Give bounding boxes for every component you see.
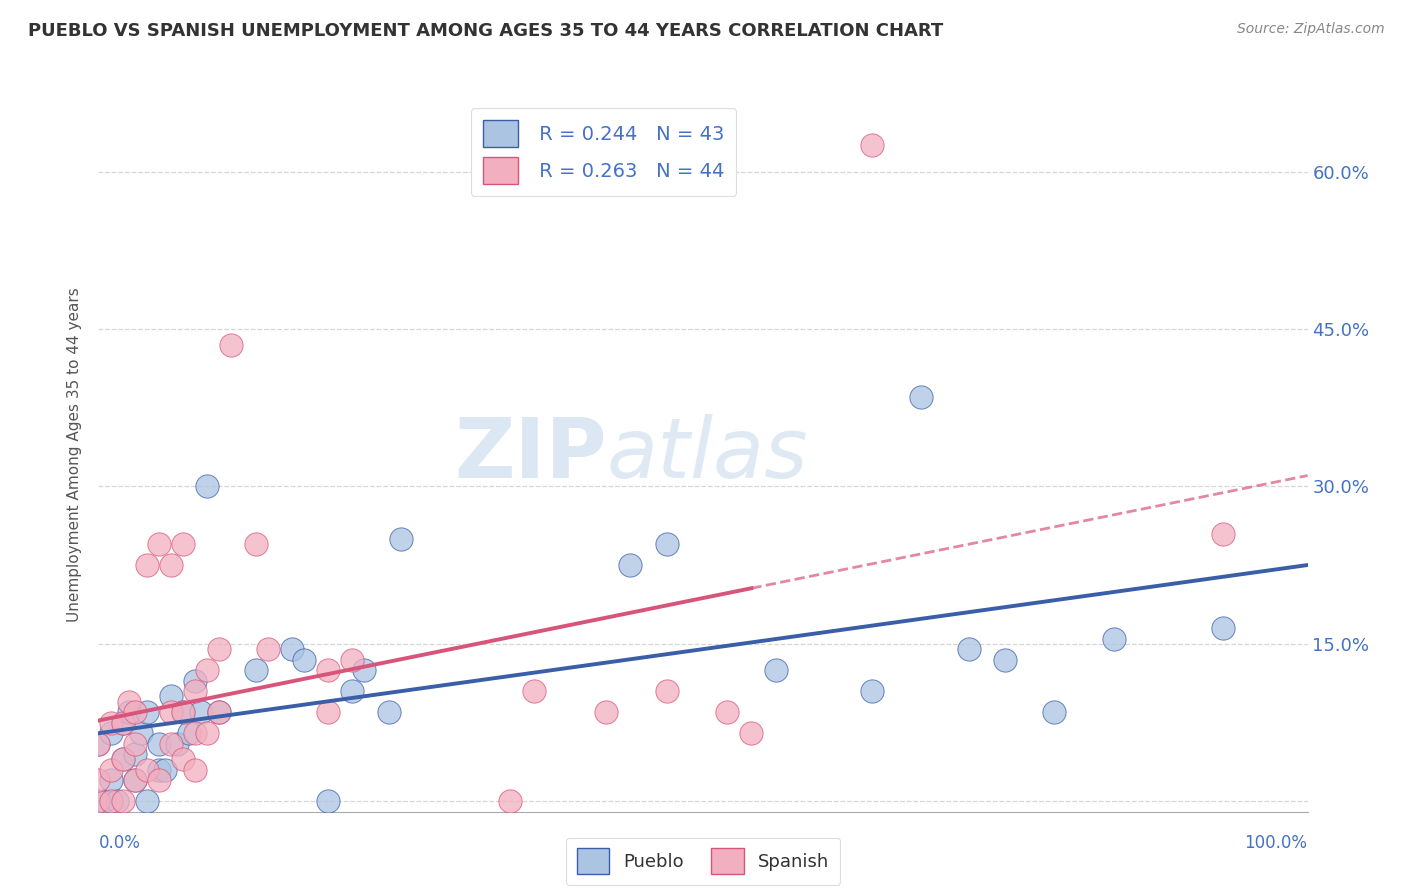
Text: 100.0%: 100.0% [1244,834,1308,852]
Point [190,705,212,719]
Point [105,794,128,808]
Point [148,763,170,777]
Point [860,684,883,698]
Point [153,763,176,777]
Point [124,773,146,788]
Point [135,705,157,719]
Point [135,763,157,777]
Point [195,726,218,740]
Point [111,715,134,730]
Point [184,684,207,698]
Point [172,537,194,551]
Point [765,663,787,677]
Point [716,705,738,719]
Point [179,726,201,740]
Point [148,537,170,551]
Point [148,773,170,788]
Point [87,737,110,751]
Text: ZIP: ZIP [454,415,606,495]
Point [281,642,304,657]
Point [87,737,110,751]
Point [208,705,231,719]
Point [619,558,641,573]
Point [111,715,134,730]
Point [172,705,194,719]
Point [111,752,134,766]
Point [172,705,194,719]
Text: atlas: atlas [606,415,808,495]
Point [118,705,141,719]
Point [342,684,364,698]
Point [184,673,207,688]
Point [124,773,146,788]
Text: PUEBLO VS SPANISH UNEMPLOYMENT AMONG AGES 35 TO 44 YEARS CORRELATION CHART: PUEBLO VS SPANISH UNEMPLOYMENT AMONG AGE… [28,22,943,40]
Point [245,663,267,677]
Point [124,747,146,761]
Point [166,737,188,751]
Point [377,705,399,719]
Point [389,532,412,546]
Legend: Pueblo, Spanish: Pueblo, Spanish [565,838,841,885]
Point [124,737,146,751]
Point [316,663,339,677]
Point [160,558,183,573]
Point [1212,526,1234,541]
Point [655,537,678,551]
Point [208,705,231,719]
Point [195,663,218,677]
Point [353,663,375,677]
Point [994,652,1017,666]
Point [87,794,110,808]
Point [208,642,231,657]
Point [1102,632,1125,646]
Point [221,337,243,351]
Point [87,773,110,788]
Point [316,794,339,808]
Point [100,726,122,740]
Point [160,705,183,719]
Point [595,705,617,719]
Point [111,794,134,808]
Point [100,715,122,730]
Point [160,737,183,751]
Point [195,479,218,493]
Point [342,652,364,666]
Point [124,705,146,719]
Point [129,726,152,740]
Point [860,138,883,153]
Point [100,773,122,788]
Point [100,763,122,777]
Point [135,558,157,573]
Point [523,684,546,698]
Point [245,537,267,551]
Point [172,752,194,766]
Point [93,794,115,808]
Point [148,737,170,751]
Point [111,752,134,766]
Point [118,694,141,708]
Text: 0.0%: 0.0% [98,834,141,852]
Point [87,794,110,808]
Point [256,642,278,657]
Point [1212,621,1234,635]
Y-axis label: Unemployment Among Ages 35 to 44 years: Unemployment Among Ages 35 to 44 years [67,287,83,623]
Point [655,684,678,698]
Point [184,726,207,740]
Point [910,390,932,404]
Point [184,763,207,777]
Point [498,794,520,808]
Point [100,794,122,808]
Point [740,726,762,740]
Point [135,794,157,808]
Point [292,652,315,666]
Point [160,690,183,704]
Point [1042,705,1064,719]
Text: Source: ZipAtlas.com: Source: ZipAtlas.com [1237,22,1385,37]
Point [957,642,980,657]
Point [316,705,339,719]
